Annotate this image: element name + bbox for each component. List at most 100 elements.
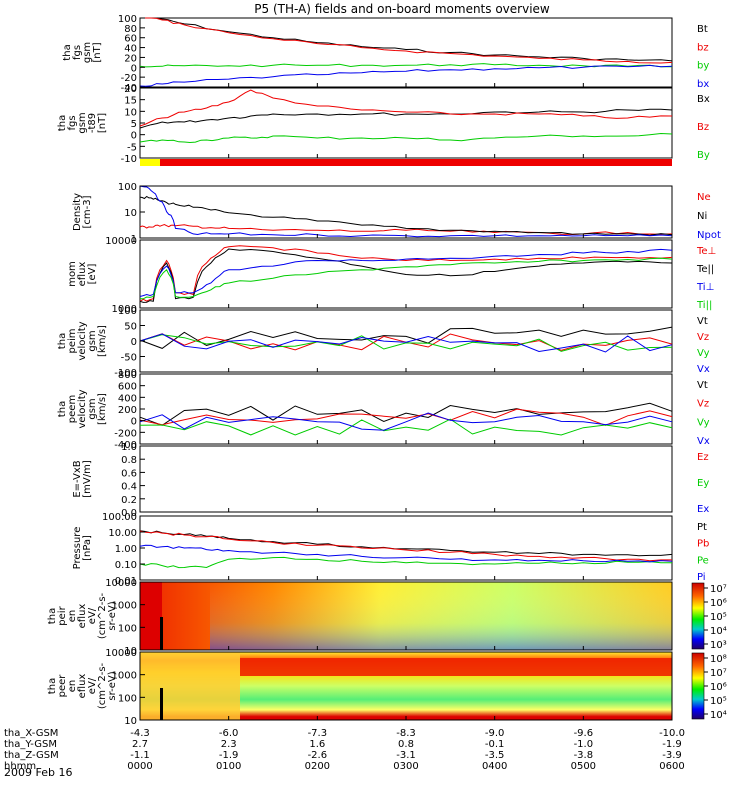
legend-entry: Bx (697, 94, 710, 105)
spectrogram-hot-band (240, 658, 672, 676)
legend-entry: Bz (697, 122, 709, 133)
series-bz (140, 17, 673, 64)
y-axis-label-line: tha (57, 115, 68, 131)
y-axis-label-line: peem (67, 395, 78, 423)
axis-tick-label: -10.0 (659, 728, 685, 739)
series-vy (139, 418, 673, 436)
y-axis-label: E=-VxB[mV/m] (72, 460, 93, 498)
axis-row-label: tha_Z-GSM (4, 750, 59, 761)
legend-entry: Vz (697, 399, 709, 410)
colorbar-tick-label: 10⁶ (710, 598, 727, 609)
series-pb (139, 530, 672, 562)
y-tick-label: 80 (124, 24, 137, 35)
series-by (139, 132, 673, 144)
panel-9: 10⁷ 10⁶ 10⁵ 10⁴ 10³ 10000 1000 100 10 thapeirenef… (47, 578, 727, 657)
legend-entry: Te⊥ (696, 246, 716, 257)
colorbar-tick-label: 10⁸ (710, 654, 727, 665)
axis-tick-label: -3.5 (485, 750, 505, 761)
panel-8: 100.00 10.00 1.00 0.10 0.01 Pressure[nPa] Pt Pb… (72, 512, 709, 587)
y-tick-label: 100 (118, 306, 137, 317)
y-tick-label: 0.0 (121, 508, 137, 519)
axis-tick-label: -6.0 (219, 728, 239, 739)
panel-5: 100 50 0 -50 -100 thapeimvelocitygsm[km/s] Vt V… (57, 306, 710, 379)
y-axis-label-line: Density (72, 193, 83, 231)
axis-row-label: tha_X-GSM (4, 728, 58, 739)
y-tick-label: 100.00 (102, 512, 137, 523)
y-tick-label: 0.6 (121, 468, 137, 479)
y-axis-label-line: Pressure (72, 527, 83, 570)
y-axis-label-line: velocity (77, 321, 88, 360)
panel-frame (139, 515, 673, 581)
panel-frame (139, 87, 673, 159)
y-axis-label-line: gsm (82, 42, 93, 63)
legend-entry: Ti|| (696, 300, 712, 311)
y-tick-label: 0 (131, 417, 137, 428)
spectrogram (140, 652, 672, 720)
y-tick-label: 10 (124, 107, 137, 118)
y-tick-label: 0.4 (121, 482, 137, 493)
colorbar (691, 652, 705, 720)
axis-tick-label: 0600 (659, 761, 684, 772)
y-tick-label: -20 (121, 73, 137, 84)
y-axis-label-line: peir (57, 605, 68, 625)
y-tick-label: 20 (124, 53, 137, 64)
y-tick-label: 1000 (112, 671, 137, 682)
axis-tick-label: 0300 (393, 761, 418, 772)
y-axis-label-line: gsm (77, 112, 88, 133)
colorbar-tick-label: 10⁴ (710, 626, 727, 637)
legend-entry: Vz (697, 332, 709, 343)
y-axis-label-line: [km/s] (97, 393, 108, 425)
y-axis-label-line: eV/ (87, 607, 98, 624)
y-axis-label-line: tha (62, 44, 73, 60)
axis-tick-label: 0.8 (398, 739, 414, 750)
y-axis-label-line: [cm-3] (82, 195, 93, 228)
axis-tick-label: -8.3 (396, 728, 416, 739)
legend-entry: Vt (697, 316, 708, 327)
y-tick-label: 1.0 (121, 442, 137, 453)
axis-tick-label: -3.9 (662, 750, 682, 761)
y-tick-label: -40 (121, 83, 137, 94)
y-tick-label: 200 (118, 405, 137, 416)
colorbar-tick-label: 10⁷ (710, 584, 727, 595)
data-gap (160, 688, 163, 720)
legend-entry: Pt (697, 522, 707, 533)
y-axis-label-line: [km/s] (97, 325, 108, 357)
y-tick-label: 400 (118, 393, 137, 404)
y-axis-label-line: en (67, 680, 78, 693)
legend-entry: By (697, 150, 710, 161)
y-tick-label: 0 (131, 337, 137, 348)
y-axis-label-line: en (67, 610, 78, 623)
axis-row-label: tha_Y-GSM (4, 739, 57, 750)
y-tick-label: -5 (127, 142, 137, 153)
series-vz (139, 408, 673, 426)
y-axis-label-line: eV/ (87, 677, 98, 694)
y-axis-label: thapeimvelocitygsm[km/s] (57, 321, 108, 360)
y-axis-label-line: tha (57, 401, 68, 417)
axis-tick-label: -9.0 (485, 728, 505, 739)
legend-entry: Npot (697, 230, 721, 241)
panel-frame (139, 309, 673, 373)
legend-entry: Pb (697, 539, 709, 550)
y-axis-label-line: mom (67, 261, 78, 287)
legend-entry: Vx (697, 364, 710, 375)
y-tick-label: 1000 (112, 601, 137, 612)
y-tick-label: 20 (124, 84, 137, 95)
series-npot (139, 185, 673, 238)
y-axis-label-line: sr-eV) (107, 601, 118, 630)
panel-7: 1.0 0.8 0.6 0.4 0.2 0.0 E=-VxB[mV/m] Ez Ey Ex (72, 442, 709, 519)
y-axis-label: thafgsgsm-t89[nT] (57, 112, 108, 133)
axis-tick-label: -2.6 (308, 750, 328, 761)
colorbar-tick-label: 10⁴ (710, 710, 727, 721)
y-axis-label-line: fgs (72, 45, 83, 60)
y-tick-label: 50 (124, 322, 137, 333)
y-axis-label: Pressure[nPa] (72, 527, 93, 570)
panels-layer: 100806040200-20-40thafgsgsm[nT]Btbzbybx2… (47, 14, 727, 727)
axis-tick-label: -3.1 (396, 750, 416, 761)
axis-tick-label: 0000 (127, 761, 152, 772)
y-tick-label: 800 (118, 370, 137, 381)
series-pe (139, 556, 673, 569)
series-ti (139, 257, 673, 300)
y-tick-label: 15 (124, 96, 137, 107)
y-axis-label-line: [nT] (97, 113, 108, 133)
